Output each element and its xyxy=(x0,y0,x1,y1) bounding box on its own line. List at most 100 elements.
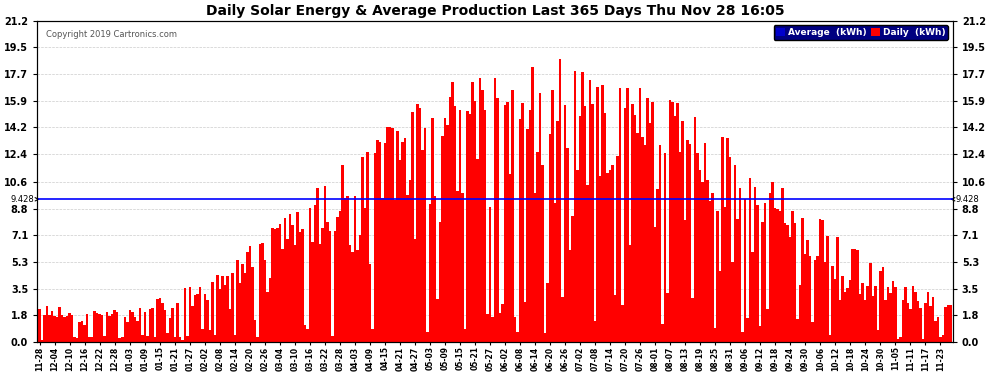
Bar xyxy=(776,209,779,342)
Bar xyxy=(479,78,481,342)
Bar xyxy=(306,328,309,342)
Bar xyxy=(844,292,846,342)
Bar xyxy=(596,87,599,342)
Bar xyxy=(199,287,201,342)
Bar xyxy=(319,244,321,342)
Bar xyxy=(849,280,851,342)
Bar xyxy=(586,184,589,342)
Bar xyxy=(206,300,209,342)
Bar xyxy=(444,118,446,342)
Bar xyxy=(348,244,351,342)
Bar xyxy=(809,256,812,342)
Bar xyxy=(949,305,951,342)
Bar xyxy=(214,335,216,342)
Bar xyxy=(263,260,266,342)
Bar xyxy=(86,314,88,342)
Bar xyxy=(789,237,791,342)
Bar xyxy=(416,104,419,342)
Bar xyxy=(176,303,178,342)
Bar xyxy=(401,142,404,342)
Bar xyxy=(656,189,659,342)
Bar xyxy=(456,191,458,342)
Bar xyxy=(817,256,819,342)
Bar xyxy=(732,262,734,342)
Bar xyxy=(696,153,699,342)
Bar xyxy=(461,193,463,342)
Bar xyxy=(44,315,46,342)
Bar xyxy=(807,240,809,342)
Bar xyxy=(486,314,489,342)
Bar xyxy=(248,246,251,342)
Bar xyxy=(427,333,429,342)
Bar xyxy=(63,316,66,342)
Bar xyxy=(527,129,529,342)
Bar xyxy=(669,100,671,342)
Bar xyxy=(316,189,319,342)
Bar xyxy=(394,200,396,342)
Bar xyxy=(529,110,532,342)
Bar xyxy=(574,71,576,342)
Bar xyxy=(283,218,286,342)
Bar xyxy=(281,249,283,342)
Bar xyxy=(344,198,346,342)
Bar xyxy=(727,138,729,342)
Title: Daily Solar Energy & Average Production Last 365 Days Thu Nov 28 16:05: Daily Solar Energy & Average Production … xyxy=(206,4,784,18)
Bar xyxy=(504,105,506,342)
Bar xyxy=(119,338,121,342)
Bar xyxy=(50,311,53,342)
Bar xyxy=(311,242,314,342)
Bar xyxy=(399,160,401,342)
Bar xyxy=(268,278,271,342)
Bar xyxy=(659,145,661,342)
Bar xyxy=(724,207,727,342)
Bar xyxy=(902,300,904,342)
Bar xyxy=(139,308,141,342)
Bar xyxy=(124,317,126,342)
Bar xyxy=(617,156,619,342)
Bar xyxy=(104,336,106,342)
Bar xyxy=(544,333,546,342)
Bar xyxy=(861,283,864,342)
Bar xyxy=(674,116,676,342)
Bar xyxy=(66,316,68,342)
Bar xyxy=(466,111,468,342)
Bar xyxy=(946,305,949,342)
Bar xyxy=(589,80,591,342)
Bar xyxy=(161,303,163,342)
Bar xyxy=(599,176,601,342)
Bar xyxy=(76,338,78,342)
Bar xyxy=(151,308,153,342)
Bar xyxy=(474,100,476,342)
Bar xyxy=(707,180,709,342)
Bar xyxy=(601,85,604,342)
Bar xyxy=(837,237,839,342)
Bar xyxy=(743,199,746,342)
Bar xyxy=(537,152,539,342)
Bar xyxy=(386,127,389,342)
Bar xyxy=(664,153,666,342)
Bar xyxy=(874,286,876,342)
Bar xyxy=(932,297,934,342)
Bar xyxy=(717,211,719,342)
Bar xyxy=(769,193,771,342)
Bar xyxy=(522,103,524,342)
Bar xyxy=(701,182,704,342)
Bar xyxy=(534,193,537,342)
Bar xyxy=(158,298,161,342)
Bar xyxy=(173,337,176,342)
Bar xyxy=(251,267,253,342)
Bar xyxy=(286,239,289,342)
Bar xyxy=(329,231,331,342)
Bar xyxy=(258,244,261,342)
Bar xyxy=(356,251,358,342)
Bar xyxy=(296,211,299,342)
Bar xyxy=(121,337,124,342)
Bar xyxy=(448,98,451,342)
Bar xyxy=(653,227,656,342)
Bar xyxy=(156,299,158,342)
Bar xyxy=(116,312,119,342)
Bar xyxy=(273,229,276,342)
Bar xyxy=(511,90,514,342)
Bar xyxy=(751,252,754,342)
Bar xyxy=(101,315,104,342)
